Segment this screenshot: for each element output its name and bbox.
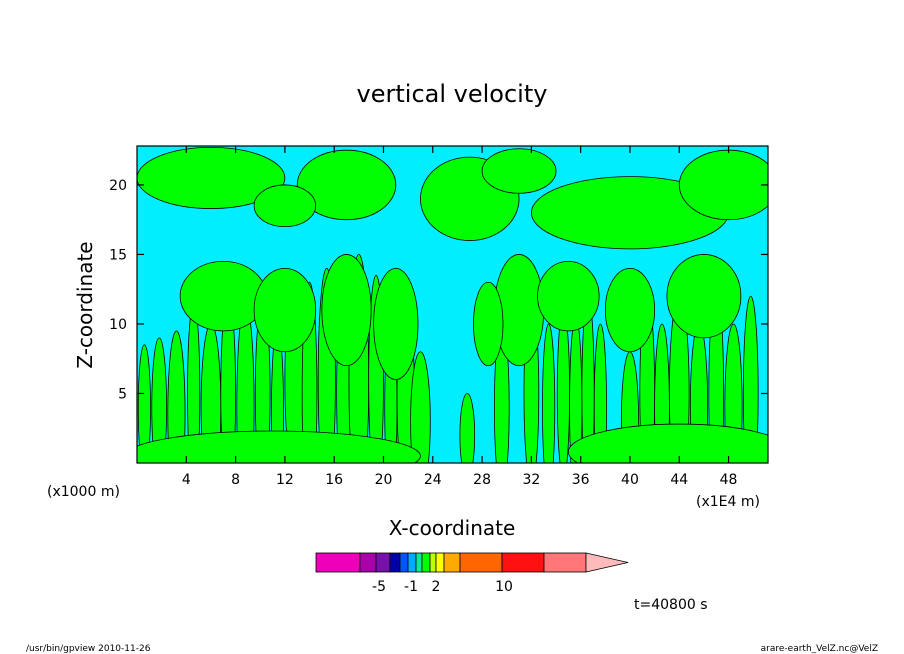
contour-field <box>137 146 768 463</box>
x-tick-label: 8 <box>231 472 240 488</box>
x-tick-labels: 4 8 12 16 20 24 28 32 36 40 44 48 <box>182 472 738 488</box>
contour-blob-mid <box>321 254 372 367</box>
x-tick-label: 44 <box>670 472 688 488</box>
colorbar-cell <box>421 552 431 573</box>
x-unit-left: (x1000 m) <box>47 484 120 500</box>
y-tick-label: 5 <box>118 386 127 402</box>
x-unit-right: (x1E4 m) <box>696 494 760 510</box>
y-axis-label: Z-coordinate <box>73 241 97 368</box>
contour-streak <box>689 323 709 463</box>
colorbar-cell <box>459 552 503 573</box>
contour-blob-mid <box>373 267 419 380</box>
footer-right: arare-earth_VelZ.nc@VelZ <box>761 644 878 654</box>
contour-blob-mid <box>666 254 742 339</box>
colorbar-cell <box>407 552 417 573</box>
colorbar-label: 2 <box>432 579 441 595</box>
x-tick-label: 4 <box>182 472 191 488</box>
colorbar-cell <box>415 552 423 573</box>
colorbar-cell <box>315 552 361 573</box>
contour-streak <box>742 295 759 463</box>
contour-streak <box>620 351 639 463</box>
contour-streak <box>200 323 222 463</box>
colorbar <box>315 552 629 573</box>
colorbar-labels: -5 -1 2 10 <box>372 579 513 595</box>
y-tick-label: 15 <box>109 247 127 263</box>
x-tick-label: 24 <box>424 472 442 488</box>
contour-streak <box>137 344 151 463</box>
x-tick-label: 12 <box>276 472 294 488</box>
contour-streak <box>724 323 743 463</box>
colorbar-cell <box>429 552 437 573</box>
colorbar-cell <box>443 552 461 573</box>
contour-blob-mid <box>473 281 504 367</box>
y-tick-labels: 5 10 15 20 <box>109 178 127 403</box>
y-tick-label: 10 <box>109 317 127 333</box>
x-tick-label: 32 <box>522 472 540 488</box>
contour-streak <box>542 323 556 463</box>
colorbar-cell <box>501 552 545 573</box>
y-tick-label: 20 <box>109 178 127 194</box>
contour-streak <box>410 351 431 463</box>
colorbar-label: 10 <box>495 579 513 595</box>
chart-title: vertical velocity <box>357 80 548 108</box>
contour-streak <box>654 323 670 463</box>
x-tick-label: 48 <box>720 472 738 488</box>
colorbar-label: -1 <box>404 579 418 595</box>
x-tick-label: 28 <box>473 472 491 488</box>
x-tick-label: 20 <box>375 472 393 488</box>
colorbar-cell <box>543 552 587 573</box>
contour-blob-mid <box>253 267 317 353</box>
contour-streak <box>556 309 570 463</box>
time-label: t=40800 s <box>634 597 708 613</box>
colorbar-cell <box>435 552 445 573</box>
x-axis-label: X-coordinate <box>389 516 516 540</box>
colorbar-label: -5 <box>372 579 386 595</box>
colorbar-cell <box>375 552 391 573</box>
axis-ticks <box>137 146 768 463</box>
contour-streak <box>569 316 583 463</box>
contour-streak <box>459 393 476 463</box>
contour-streak <box>270 323 285 463</box>
x-tick-label: 16 <box>325 472 343 488</box>
x-tick-label: 36 <box>572 472 590 488</box>
colorbar-extend-arrow <box>585 552 629 573</box>
contour-streak <box>167 330 186 463</box>
footer-left: /usr/bin/gpview 2010-11-26 <box>26 644 151 654</box>
contour-blob-mid <box>604 267 656 353</box>
contour-blob-mid <box>537 260 600 332</box>
contour-streak <box>151 337 167 463</box>
x-tick-label: 40 <box>621 472 639 488</box>
colorbar-cell <box>389 552 401 573</box>
colorbar-cell <box>399 552 409 573</box>
contour-blob-upper <box>296 149 397 221</box>
contour-streak <box>593 323 607 463</box>
contour-blob-upper <box>253 184 317 228</box>
contour-band-bottom <box>567 423 768 463</box>
plot-frame <box>136 145 769 464</box>
contour-band-bottom <box>137 430 421 463</box>
contour-blob-upper <box>137 146 286 209</box>
contour-blob-mid <box>179 260 267 332</box>
contour-blob-upper <box>481 148 557 194</box>
colorbar-cell <box>359 552 377 573</box>
